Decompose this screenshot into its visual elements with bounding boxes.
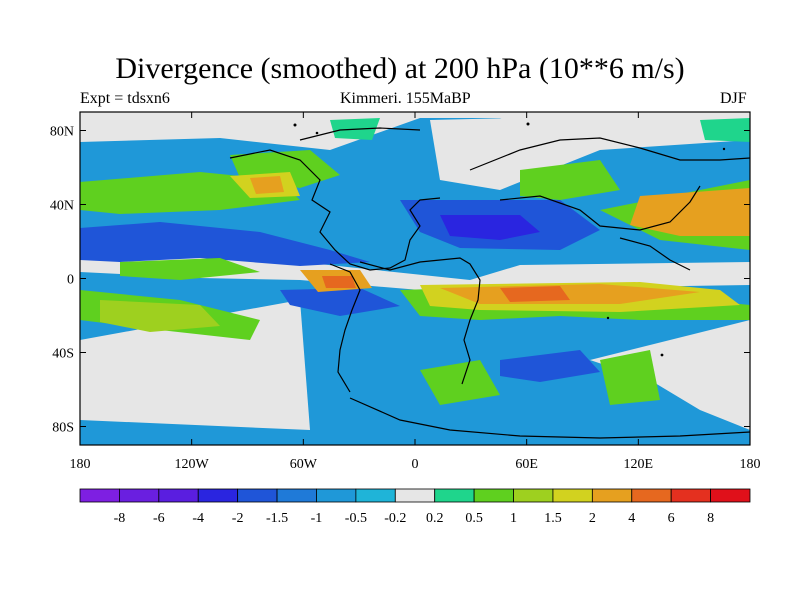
map-title: Divergence (smoothed) at 200 hPa (10**6 … (115, 52, 685, 85)
colorbar-swatch (197, 488, 239, 503)
map-field (80, 112, 750, 445)
lon-tick-label: 180 (70, 457, 91, 472)
lat-tick-label: 80N (50, 125, 74, 140)
colorbar-swatch (79, 488, 120, 503)
colorbar-label: 2 (589, 511, 596, 526)
colorbar-label: -1 (311, 511, 323, 526)
colorbar-label: 4 (628, 511, 635, 526)
colorbar-swatch (591, 488, 633, 503)
lon-tick-label: 0 (412, 457, 419, 472)
colorbar-label: 6 (668, 511, 675, 526)
colorbar-label: 1 (510, 511, 517, 526)
lon-tick-label: 60E (515, 457, 538, 472)
colorbar-label: -1.5 (266, 511, 288, 526)
colorbar-label: 8 (707, 511, 714, 526)
map-subtitle: Kimmeri. 155MaBP (340, 90, 471, 107)
colorbar: -8 -6 -4 -2 -1.5 -1 -0.5 -0.2 0.2 0.5 1 1.5 2 4 6 8 (79, 488, 751, 526)
colorbar-label: -4 (192, 511, 204, 526)
lon-tick-label: 60W (290, 457, 318, 472)
colorbar-label: 0.5 (465, 511, 483, 526)
lon-tick-label: 120E (624, 457, 654, 472)
colorbar-label: 1.5 (544, 511, 562, 526)
islands (293, 122, 726, 357)
colorbar-label: -8 (114, 511, 126, 526)
colorbar-label: -0.2 (384, 511, 406, 526)
season-label: DJF (720, 90, 747, 107)
colorbar-label: 0.2 (426, 511, 444, 526)
colorbar-swatch (670, 488, 711, 503)
colorbar-swatch (394, 488, 436, 503)
axis-ticks: 80N 40N 0 40S 80S 180 120W 60W 0 60E 120E 180 (50, 112, 761, 472)
colorbar-swatch (355, 488, 396, 503)
colorbar-swatch (276, 488, 317, 503)
colorbar-swatch (158, 488, 199, 503)
colorbar-label: -0.5 (345, 511, 367, 526)
colorbar-label: -2 (232, 511, 244, 526)
colorbar-swatch (473, 488, 514, 503)
experiment-label: Expt = tdsxn6 (80, 90, 170, 107)
coastlines (229, 127, 750, 439)
lat-tick-label: 0 (67, 273, 74, 288)
lat-tick-label: 40N (50, 199, 74, 214)
lon-tick-label: 120W (175, 457, 210, 472)
lat-tick-label: 40S (52, 347, 74, 362)
colorbar-swatch (710, 488, 751, 503)
lon-tick-label: 180 (740, 457, 761, 472)
colorbar-swatch (552, 488, 593, 503)
colorbar-swatch (513, 488, 554, 503)
colorbar-swatch (316, 488, 357, 503)
colorbar-swatch (631, 488, 672, 503)
colorbar-label: -6 (153, 511, 165, 526)
colorbar-swatch (434, 488, 475, 503)
colorbar-swatch (237, 488, 278, 503)
lat-tick-label: 80S (52, 421, 74, 436)
colorbar-swatch (119, 488, 160, 503)
